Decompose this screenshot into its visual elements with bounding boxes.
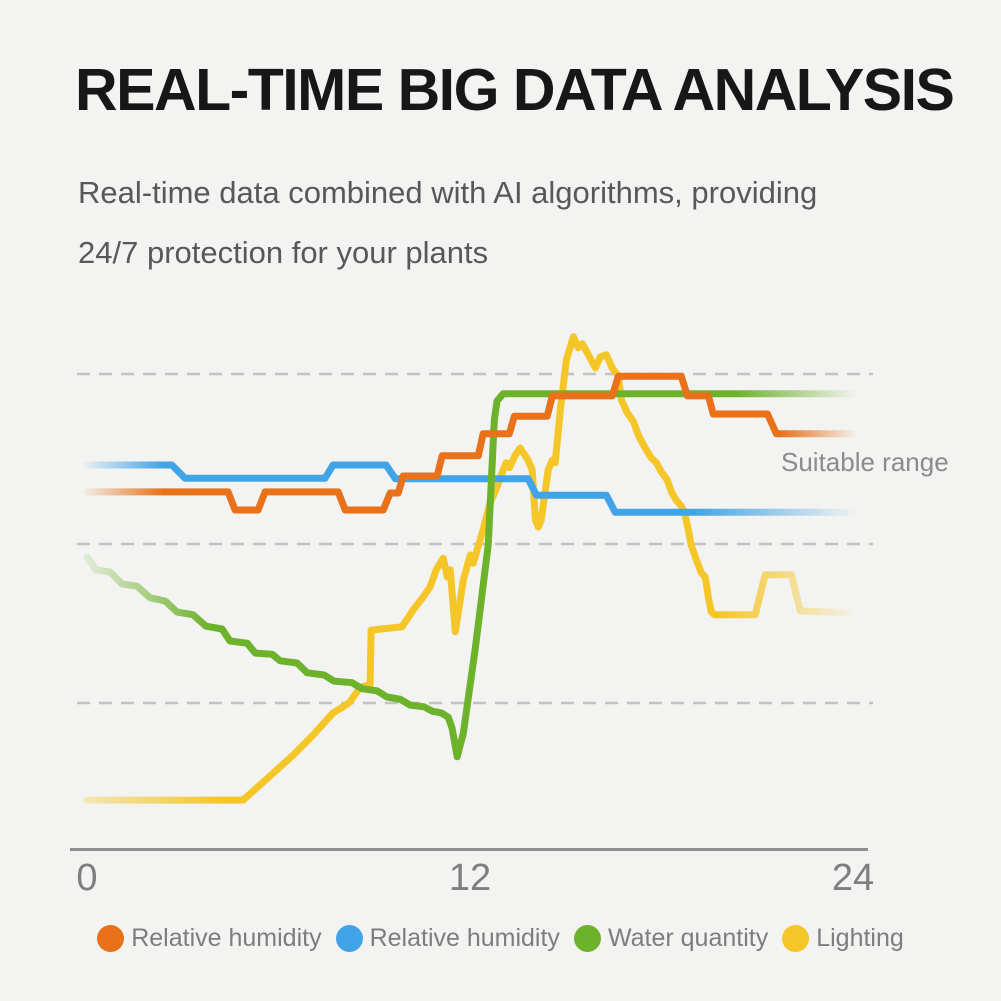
series-line-water-quantity-2: [83, 390, 857, 761]
legend-item-0: Relative humidity: [97, 924, 322, 953]
legend-dot-icon: [782, 925, 810, 952]
legend-label: Water quantity: [607, 924, 769, 952]
legend-label: Relative humidity: [131, 924, 322, 952]
legend-label: Lighting: [816, 924, 904, 952]
subtitle-line-1: Real-time data combined with AI algorith…: [78, 175, 818, 210]
legend-item-2: Water quantity: [573, 924, 769, 953]
page-subtitle: Real-time data combined with AI algorith…: [78, 163, 817, 283]
x-tick-label: 12: [448, 857, 492, 899]
series-line-lighting-3: [83, 333, 860, 804]
legend-item-3: Lighting: [782, 924, 904, 953]
legend-label: Relative humidity: [369, 924, 560, 952]
legend-dot-icon: [335, 925, 363, 952]
series-line-relative-humidity-0: [83, 372, 860, 514]
legend-dot-icon: [573, 925, 601, 952]
legend-dot-icon: [97, 925, 125, 952]
page-title: REAL-TIME BIG DATA ANALYSIS: [75, 57, 955, 123]
legend-item-1: Relative humidity: [335, 924, 560, 953]
x-tick-label: 24: [831, 857, 875, 899]
chart-legend: Relative humidity Relative humidity Water …: [0, 924, 1001, 953]
subtitle-line-2: 24/7 protection for your plants: [78, 235, 489, 270]
series-line-relative-humidity-1: [83, 461, 859, 516]
x-tick-label: 0: [76, 857, 98, 899]
suitable-range-label: Suitable range: [781, 447, 949, 477]
